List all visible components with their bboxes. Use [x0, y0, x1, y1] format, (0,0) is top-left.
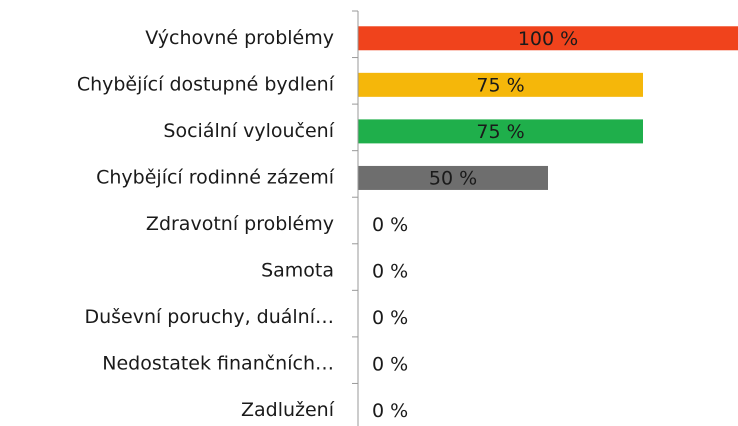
value-label: 0 %	[372, 307, 408, 329]
category-label: Duševní poruchy, duální…	[84, 306, 334, 328]
category-label: Chybějící dostupné bydlení	[77, 73, 335, 95]
category-label: Zdravotní problémy	[146, 213, 334, 235]
value-label: 50 %	[429, 167, 477, 189]
value-label: 75 %	[476, 74, 524, 96]
value-label: 100 %	[518, 28, 578, 50]
bar	[358, 119, 643, 144]
category-label: Samota	[261, 260, 334, 282]
category-label: Chybějící rodinné zázemí	[96, 166, 335, 188]
category-label: Zadlužení	[241, 399, 335, 421]
value-label: 0 %	[372, 214, 408, 236]
category-label: Sociální vyloučení	[163, 120, 334, 142]
value-label: 75 %	[476, 121, 524, 143]
category-label: Nedostatek finančních…	[102, 353, 334, 375]
value-label: 0 %	[372, 400, 408, 422]
bar	[358, 72, 643, 97]
bar	[358, 26, 738, 51]
category-label: Výchovné problémy	[145, 27, 334, 49]
value-label: 0 %	[372, 261, 408, 283]
bar	[358, 165, 548, 190]
value-label: 0 %	[372, 354, 408, 376]
